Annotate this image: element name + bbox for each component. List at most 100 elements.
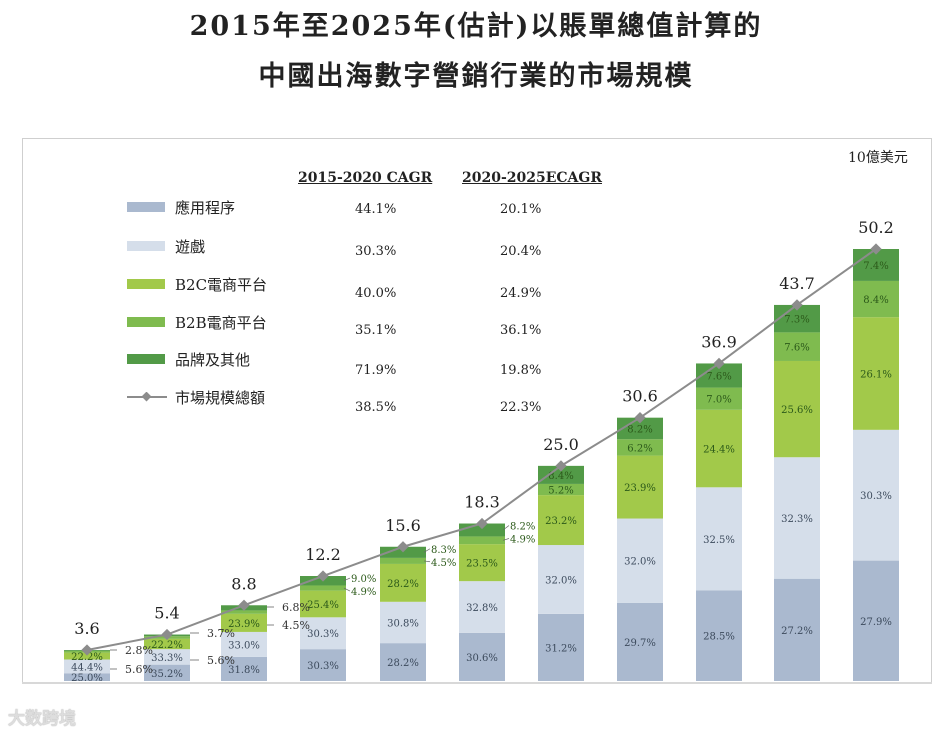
legend-swatch <box>127 202 165 212</box>
cagr-value: 20.1% <box>500 202 542 217</box>
bar-segment <box>459 536 505 545</box>
total-label: 43.7 <box>779 274 815 293</box>
bar-segment <box>221 631 267 657</box>
leader-line <box>423 560 431 563</box>
segment-label: 33.0% <box>228 640 260 651</box>
segment-label: 30.3% <box>307 629 339 640</box>
leader-line <box>423 548 431 553</box>
segment-label: 32.5% <box>703 535 735 546</box>
line-marker-icon <box>127 392 167 402</box>
total-marker <box>476 517 488 530</box>
bar-segment <box>538 483 584 496</box>
segment-label: 5.2% <box>548 486 573 497</box>
bar-segment <box>380 643 426 681</box>
total-label: 25.0 <box>543 435 579 454</box>
segment-label: 28.5% <box>703 632 735 643</box>
segment-label: 25.0% <box>71 673 103 684</box>
segment-label-outside: 9.0% <box>351 574 376 585</box>
legend-label: 品牌及其他 <box>175 350 251 369</box>
segment-label: 31.8% <box>228 665 260 676</box>
legend-item: 品牌及其他 <box>127 349 250 369</box>
legend-swatch <box>127 354 165 364</box>
segment-label: 23.9% <box>228 619 260 630</box>
unit-label: 10億美元 <box>848 150 908 166</box>
segment-label: 35.2% <box>151 669 183 680</box>
bar-segment <box>380 601 426 644</box>
bar-segment <box>538 613 584 681</box>
segment-label: 6.2% <box>627 443 652 454</box>
leader-line <box>502 525 510 531</box>
total-marker <box>870 243 882 255</box>
cagr-value: 44.1% <box>355 202 397 217</box>
chart-title-line2: 中國出海數字營銷行業的市場規模 <box>258 61 694 92</box>
cagr-value: 20.4% <box>500 244 542 259</box>
bar-segment <box>538 465 584 484</box>
cagr-header-2015-2020: 2015-2020 CAGR <box>298 170 433 186</box>
segment-label-outside: 4.5% <box>431 558 456 569</box>
bar-segment <box>696 409 742 488</box>
segment-label: 7.6% <box>784 343 809 354</box>
total-label: 3.6 <box>74 619 99 638</box>
segment-label-outside: 8.2% <box>510 522 535 533</box>
chart-baseline <box>22 682 932 684</box>
total-label: 30.6 <box>622 387 658 406</box>
segment-label: 22.2% <box>71 652 103 663</box>
segment-label: 30.6% <box>466 653 498 664</box>
bar-segment <box>64 652 110 660</box>
bar-segment <box>300 585 346 591</box>
legend-label: 應用程序 <box>175 198 236 217</box>
bar-segment <box>221 610 267 614</box>
bar-segment <box>774 457 820 579</box>
segment-label: 32.3% <box>781 514 813 525</box>
segment-label-outside: 3.7% <box>207 627 235 640</box>
legend-item-total: 市場規模總額 <box>127 387 265 407</box>
legend-item: B2B電商平台 <box>127 312 267 332</box>
bar-segment <box>617 518 663 603</box>
segment-label: 25.4% <box>307 600 339 611</box>
segment-label: 30.3% <box>860 491 892 502</box>
total-marker <box>634 412 646 424</box>
segment-label: 27.2% <box>781 626 813 637</box>
leader-line <box>343 587 351 592</box>
bar-segment <box>144 649 190 665</box>
segment-label: 7.0% <box>706 395 731 406</box>
segment-label-outside: 6.8% <box>282 601 310 614</box>
segment-label: 8.2% <box>627 424 652 435</box>
bar-segment <box>696 487 742 591</box>
bar-segment <box>221 613 267 632</box>
bar-segment <box>380 563 426 602</box>
bar-segment <box>696 387 742 410</box>
legend-label: 市場規模總額 <box>175 388 266 407</box>
segment-label: 23.2% <box>545 516 577 527</box>
legend-item: B2C電商平台 <box>127 274 267 294</box>
bar-segment <box>300 590 346 618</box>
segment-label: 31.2% <box>545 643 577 654</box>
total-label: 12.2 <box>305 545 341 564</box>
leader-line <box>502 538 510 541</box>
segment-label: 23.9% <box>624 483 656 494</box>
bar-segment <box>853 280 899 318</box>
total-label: 50.2 <box>858 218 894 237</box>
segment-label: 33.3% <box>151 653 183 664</box>
segment-label: 29.7% <box>624 638 656 649</box>
cagr-value: 71.9% <box>355 363 397 378</box>
segment-label: 32.0% <box>545 575 577 586</box>
segment-label-outside: 5.6% <box>207 654 235 667</box>
bar-segment <box>300 649 346 681</box>
segment-label: 30.8% <box>387 618 419 629</box>
legend-item: 遊戲 <box>127 236 205 256</box>
segment-label: 7.6% <box>706 372 731 383</box>
segment-label: 23.5% <box>466 559 498 570</box>
cagr-value: 38.5% <box>355 400 397 415</box>
segment-label-outside: 4.5% <box>282 619 310 632</box>
segment-label: 7.4% <box>863 261 888 272</box>
total-label: 15.6 <box>385 516 421 535</box>
segment-label-outside: 8.3% <box>431 545 456 556</box>
segment-label: 8.4% <box>548 471 573 482</box>
segment-label: 44.4% <box>71 662 103 673</box>
bar-segment <box>144 664 190 681</box>
cagr-value: 36.1% <box>500 323 542 338</box>
bar-segment <box>221 656 267 681</box>
total-label: 8.8 <box>231 574 256 593</box>
bar-segment <box>774 360 820 458</box>
